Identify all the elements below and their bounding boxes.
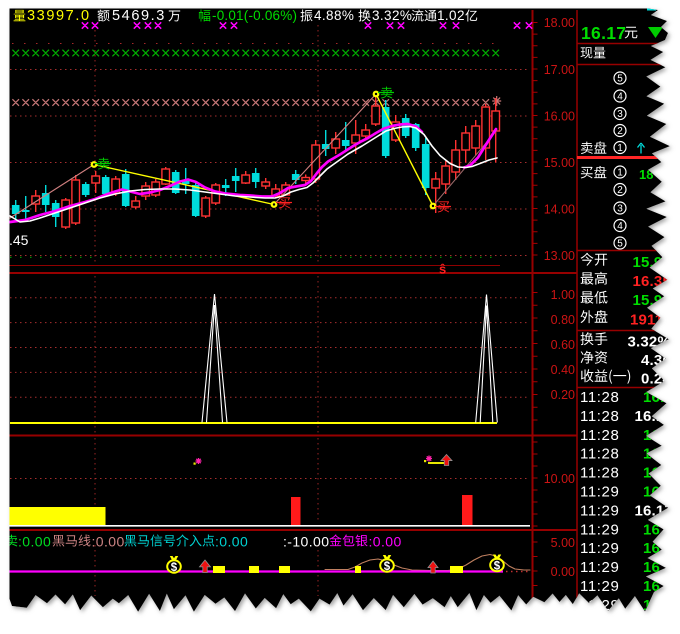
- svg-text:0.20: 0.20: [551, 388, 575, 402]
- svg-text:4: 4: [617, 221, 623, 232]
- svg-text:11:28: 11:28: [580, 408, 619, 425]
- svg-text:11:29: 11:29: [580, 559, 619, 576]
- svg-text:13.00: 13.00: [544, 249, 575, 263]
- svg-text:3: 3: [617, 204, 623, 215]
- svg-text:5469.3: 5469.3: [112, 8, 166, 24]
- svg-text:2: 2: [617, 126, 623, 137]
- svg-text:0.00: 0.00: [551, 565, 575, 579]
- svg-text:11:28: 11:28: [580, 389, 619, 406]
- svg-text::0.00: :0.00: [215, 534, 248, 550]
- svg-text:16.00: 16.00: [544, 110, 575, 124]
- svg-text::0.00: :0.00: [369, 534, 402, 550]
- svg-text:ŝ: ŝ: [439, 262, 446, 277]
- svg-text:15.00: 15.00: [544, 156, 575, 170]
- svg-text:-0.01(-0.06%): -0.01(-0.06%): [212, 8, 297, 23]
- svg-text:.45: .45: [9, 232, 29, 248]
- svg-text:5: 5: [617, 239, 623, 250]
- svg-text:1: 1: [617, 168, 623, 179]
- svg-text:33997.0: 33997.0: [27, 8, 91, 24]
- svg-text:3: 3: [617, 109, 623, 120]
- svg-text::-10.00: :-10.00: [283, 534, 329, 550]
- svg-text:11:29: 11:29: [580, 521, 619, 538]
- svg-text:11:29: 11:29: [580, 578, 619, 595]
- svg-text:11:29: 11:29: [580, 502, 619, 519]
- svg-text:11:29: 11:29: [580, 540, 619, 557]
- svg-text:1: 1: [617, 143, 623, 154]
- svg-text:1.00: 1.00: [551, 288, 575, 302]
- svg-text:0.80: 0.80: [551, 313, 575, 327]
- svg-text::0.00: :0.00: [92, 534, 125, 550]
- svg-text:$: $: [171, 562, 178, 574]
- svg-text:11:28: 11:28: [580, 446, 619, 463]
- svg-text:$: $: [494, 561, 501, 573]
- svg-text:11:28: 11:28: [580, 427, 619, 444]
- svg-text:16.17: 16.17: [581, 23, 626, 43]
- svg-text:5.00: 5.00: [551, 536, 575, 550]
- svg-text:10.00: 10.00: [544, 472, 575, 486]
- svg-text:$: $: [384, 561, 391, 573]
- svg-text:3.32%: 3.32%: [372, 8, 412, 23]
- svg-text:1.02: 1.02: [437, 8, 465, 23]
- svg-text:18.00: 18.00: [544, 16, 575, 30]
- svg-text:11:28: 11:28: [580, 465, 619, 482]
- svg-text:0.40: 0.40: [551, 363, 575, 377]
- svg-text:17.00: 17.00: [544, 63, 575, 77]
- svg-text:11:29: 11:29: [580, 484, 619, 501]
- svg-text:4.88%: 4.88%: [314, 8, 354, 23]
- svg-text:0.60: 0.60: [551, 338, 575, 352]
- svg-text:5: 5: [617, 74, 623, 85]
- svg-text::0.00: :0.00: [18, 534, 51, 550]
- svg-text:4: 4: [617, 92, 623, 103]
- svg-text:2: 2: [617, 185, 623, 196]
- svg-text:14.00: 14.00: [544, 203, 575, 217]
